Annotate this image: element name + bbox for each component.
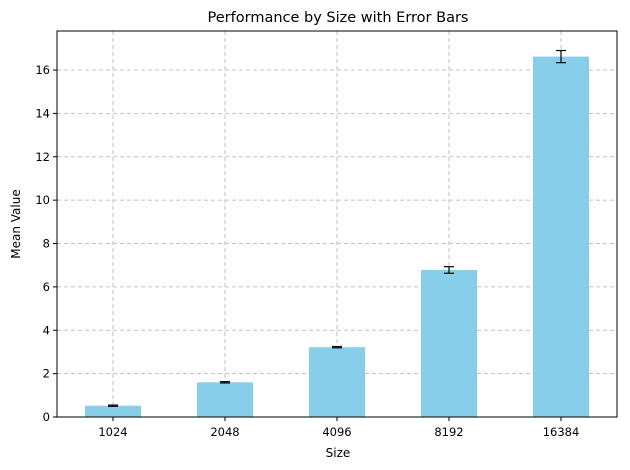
y-tick-label: 6 [43,280,50,294]
x-axis-label: Size [326,446,351,460]
bar-4096 [309,347,365,417]
bar-16384 [533,56,589,417]
y-axis-label: Mean Value [9,189,23,258]
axes: 0 2 4 6 8 10 12 14 16 1024 2048 4096 8192 16384 [35,30,618,439]
y-tick-label: 12 [35,150,50,164]
x-tick-label: 1024 [98,425,127,439]
y-tick-label: 10 [35,193,50,207]
y-tick-label: 2 [43,367,50,381]
bar-1024 [85,405,141,417]
x-tick-label: 8192 [434,425,463,439]
bars [85,56,589,417]
x-tick-label: 2048 [210,425,239,439]
error-bars [108,49,566,407]
y-tick-label: 16 [35,63,50,77]
y-tick-label: 14 [35,106,50,120]
y-tick-label: 4 [43,323,50,337]
x-tick-label: 4096 [322,425,351,439]
y-tick-label: 0 [43,410,50,424]
y-tick-label: 8 [43,237,50,251]
bar-8192 [421,269,477,417]
bar-2048 [197,382,253,417]
x-tick-label: 16384 [543,425,580,439]
chart-title: Performance by Size with Error Bars [208,10,469,26]
